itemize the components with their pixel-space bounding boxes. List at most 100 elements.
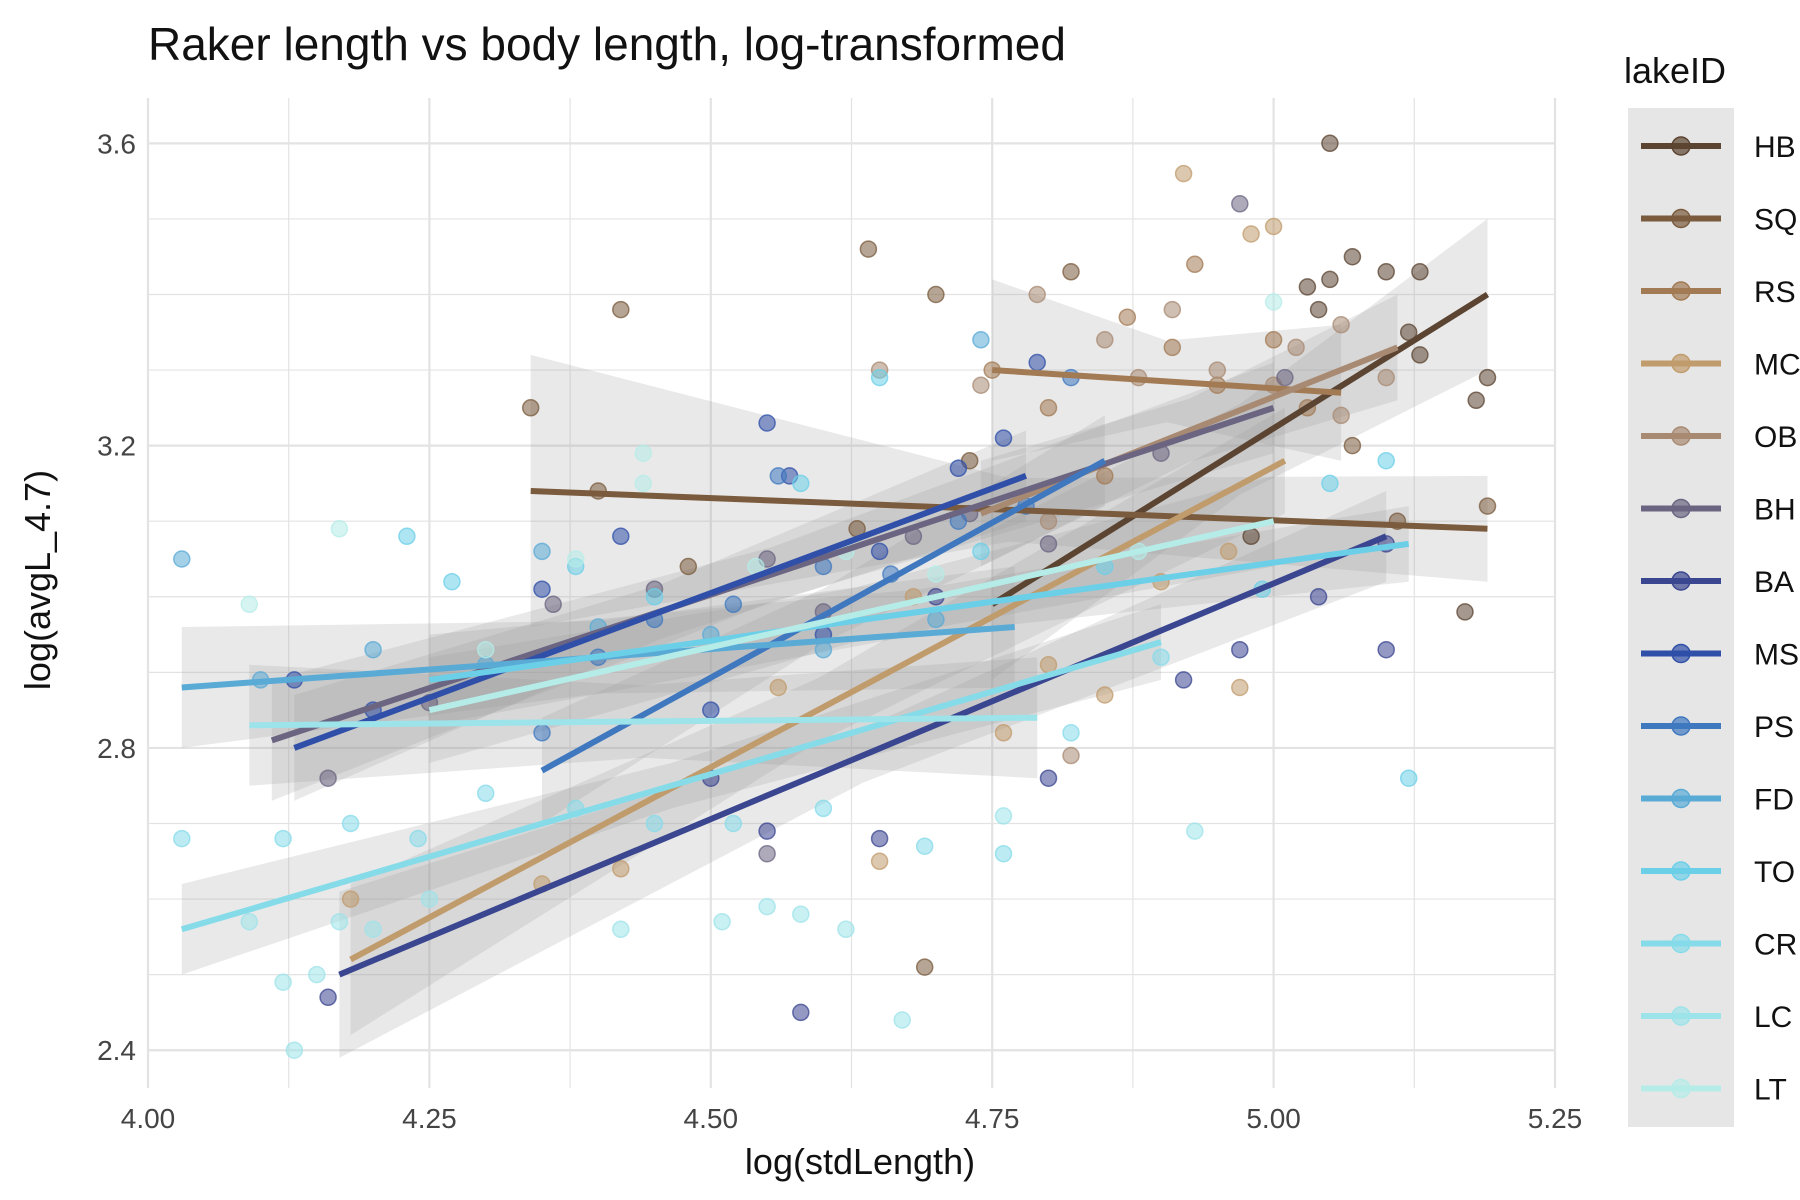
y-tick-label: 2.4 (97, 1035, 136, 1066)
point-cr (274, 829, 292, 848)
point-hb (1411, 346, 1429, 364)
point-hb (1321, 134, 1339, 153)
legend-label-cr: CR (1754, 929, 1797, 962)
legend-label-lt: LT (1754, 1074, 1787, 1107)
fit-line-lt (428, 518, 1275, 714)
fit-line-hb (990, 291, 1490, 607)
point-ob (1332, 315, 1350, 334)
legend-label-ba: BA (1754, 566, 1794, 599)
point-cr (1062, 724, 1080, 742)
point-hb (1411, 263, 1429, 281)
point-cr (994, 844, 1013, 863)
legend-label-ps: PS (1754, 711, 1794, 744)
point-lt (476, 640, 495, 659)
point-lc (364, 920, 382, 939)
legend-point-bh (1671, 498, 1691, 519)
point-fd (364, 640, 382, 659)
point-ms (533, 580, 551, 598)
point-sq (859, 240, 878, 258)
x-axis-title: log(stdLength) (745, 1141, 975, 1182)
y-axis-ticks: 2.4 2.8 3.2 3.6 (97, 128, 136, 1066)
legend-point-lt (1671, 1078, 1691, 1099)
point-hb (1309, 300, 1328, 319)
point-hb (1242, 527, 1260, 546)
point-to (443, 572, 461, 591)
point-ba (319, 988, 337, 1007)
fit-line-ob (979, 344, 1399, 517)
point-cr (915, 837, 934, 855)
y-tick-label: 3.6 (97, 128, 136, 159)
legend-point-ms (1671, 643, 1691, 664)
x-tick-label: 4.75 (965, 1103, 1020, 1134)
point-ba (758, 822, 776, 840)
point-lc (758, 897, 776, 916)
legend-point-mc (1671, 353, 1691, 374)
fit-line-lc (249, 714, 1038, 729)
legend-point-lc (1671, 1006, 1691, 1026)
point-hb (1343, 247, 1362, 266)
legend-key-background (1628, 108, 1734, 1127)
x-tick-label: 4.50 (684, 1103, 739, 1134)
point-rs (1039, 399, 1058, 417)
point-sq (679, 557, 698, 576)
legend-label-rs: RS (1754, 276, 1796, 309)
point-ba (870, 829, 889, 848)
point-lt (566, 550, 585, 568)
point-cr (814, 799, 833, 818)
legend-label-hb: HB (1754, 131, 1796, 164)
point-bh (758, 844, 776, 863)
x-tick-label: 5.25 (1528, 1103, 1583, 1134)
point-hb (1456, 603, 1474, 621)
point-lc (713, 912, 731, 931)
chart-title: Raker length vs body length, log-transfo… (148, 18, 1066, 70)
point-bh (1231, 195, 1249, 213)
point-fd (972, 331, 990, 349)
point-sq (915, 958, 934, 976)
point-sq (1062, 263, 1080, 281)
point-ms (870, 542, 889, 561)
point-sq (521, 399, 540, 417)
point-lc (994, 807, 1013, 825)
point-hb (1478, 368, 1497, 387)
point-hb (1467, 391, 1485, 410)
legend-point-fd (1671, 788, 1691, 809)
point-cr (476, 784, 495, 803)
point-to (645, 588, 664, 606)
fit-lines (180, 291, 1490, 978)
legend-label-sq: SQ (1754, 204, 1797, 237)
legend-title: lakeID (1624, 50, 1726, 91)
legend-label-ob: OB (1754, 421, 1797, 454)
point-sq (1343, 436, 1362, 455)
point-bh (319, 769, 337, 787)
point-bh (1039, 535, 1058, 553)
fit-line-rs (992, 367, 1342, 396)
y-tick-label: 2.8 (97, 733, 136, 764)
legend-point-ba (1671, 571, 1691, 591)
legend-label-fd: FD (1754, 784, 1794, 817)
point-fd (173, 550, 191, 568)
point-ob (1163, 300, 1182, 319)
point-lt (634, 444, 653, 462)
point-to (1377, 451, 1395, 470)
point-fd (533, 542, 551, 561)
point-ms (612, 527, 630, 546)
point-cr (409, 829, 427, 848)
point-lc (1186, 822, 1204, 840)
point-lc (330, 912, 349, 931)
point-ba (1039, 769, 1058, 787)
point-hb (1298, 278, 1317, 296)
point-to (792, 474, 810, 493)
point-cr (341, 814, 360, 833)
fit-line-bh (270, 405, 1275, 744)
confidence-band-ba (339, 491, 1387, 1058)
legend-label-to: TO (1754, 856, 1795, 889)
legend-point-ob (1671, 426, 1691, 446)
x-axis-ticks: 4.00 4.25 4.50 4.75 5.00 5.25 (121, 1103, 1583, 1134)
point-rs (1186, 255, 1204, 274)
point-mc (1242, 225, 1260, 243)
legend-point-rs (1671, 281, 1691, 301)
point-ba (1231, 640, 1249, 659)
x-tick-label: 4.25 (402, 1103, 457, 1134)
point-rs (1264, 331, 1283, 349)
